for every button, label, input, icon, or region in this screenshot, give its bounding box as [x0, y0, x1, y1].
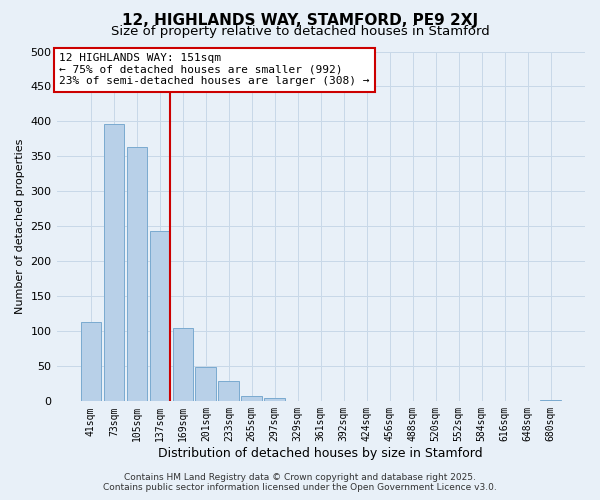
Bar [149, 230, 170, 402]
Bar [218, 381, 239, 402]
X-axis label: Distribution of detached houses by size in Stamford: Distribution of detached houses by size … [158, 447, 483, 460]
Text: Size of property relative to detached houses in Stamford: Size of property relative to detached ho… [110, 25, 490, 38]
Bar [104, 124, 124, 402]
Bar [173, 328, 193, 402]
Bar [80, 322, 101, 402]
Text: 12, HIGHLANDS WAY, STAMFORD, PE9 2XJ: 12, HIGHLANDS WAY, STAMFORD, PE9 2XJ [122, 12, 478, 28]
Bar [265, 398, 285, 402]
Y-axis label: Number of detached properties: Number of detached properties [15, 138, 25, 314]
Text: 12 HIGHLANDS WAY: 151sqm
← 75% of detached houses are smaller (992)
23% of semi-: 12 HIGHLANDS WAY: 151sqm ← 75% of detach… [59, 53, 370, 86]
Text: Contains HM Land Registry data © Crown copyright and database right 2025.
Contai: Contains HM Land Registry data © Crown c… [103, 473, 497, 492]
Bar [196, 367, 216, 402]
Bar [540, 400, 561, 402]
Bar [127, 146, 147, 402]
Bar [241, 396, 262, 402]
